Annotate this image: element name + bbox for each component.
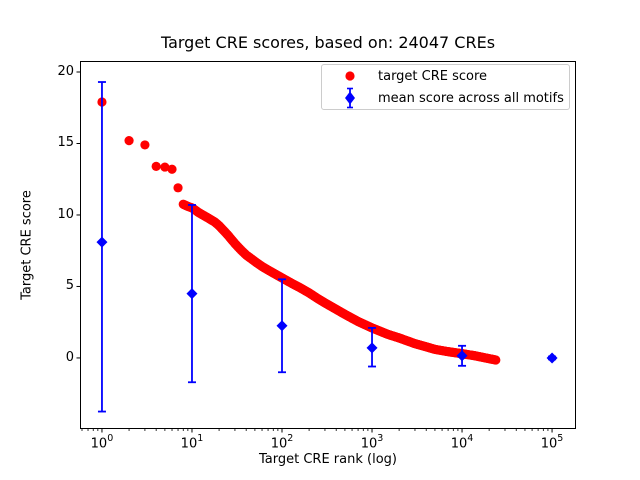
x-tick-label-10e2: 102 xyxy=(270,433,294,452)
y-axis-label: Target CRE score xyxy=(19,190,35,300)
y-tick-label-0: 0 xyxy=(65,349,74,365)
plot-area xyxy=(80,61,576,429)
mean-score-diamond xyxy=(186,288,198,300)
target-cre-score-point xyxy=(173,183,183,193)
y-tick-label-10: 10 xyxy=(57,206,74,222)
target-cre-score-point xyxy=(160,162,170,172)
y-tick-label-20: 20 xyxy=(57,64,74,79)
y-tick-label-5: 5 xyxy=(65,278,74,294)
x-axis-label: Target CRE rank (log) xyxy=(259,452,397,467)
target-cre-score-point xyxy=(140,140,150,150)
legend-label-mean-score: mean score across all motifs xyxy=(378,90,564,106)
x-tick-label-10e1: 101 xyxy=(180,433,204,452)
legend: target CRE score mean score across all m… xyxy=(321,64,570,110)
mean-score-diamond xyxy=(276,320,288,332)
mean-score-diamond xyxy=(546,352,558,364)
mean-score-diamond xyxy=(456,350,468,362)
legend-label-target-cre-score: target CRE score xyxy=(378,68,488,84)
x-tick-label-10e4: 104 xyxy=(450,433,474,452)
x-tick-label-10e0: 100 xyxy=(90,433,114,452)
target-cre-score-point xyxy=(151,161,161,171)
target-cre-score-point xyxy=(167,164,177,174)
chart-title: Target CRE scores, based on: 24047 CREs xyxy=(160,33,496,52)
x-tick-label-10e5: 105 xyxy=(540,433,564,452)
blue-diamond-errorbar-marker-icon xyxy=(345,87,355,109)
target-cre-score-point xyxy=(124,136,134,146)
y-tick-label-15: 15 xyxy=(57,135,74,151)
x-tick-label-10e3: 103 xyxy=(360,433,384,452)
mean-score-diamond xyxy=(366,342,378,354)
mean-score-diamond xyxy=(96,236,108,248)
legend-item-target-cre-score: target CRE score xyxy=(322,65,569,87)
red-circle-marker-icon xyxy=(345,71,355,81)
legend-item-mean-score: mean score across all motifs xyxy=(322,87,569,109)
target-cre-score-band-point xyxy=(491,355,501,365)
